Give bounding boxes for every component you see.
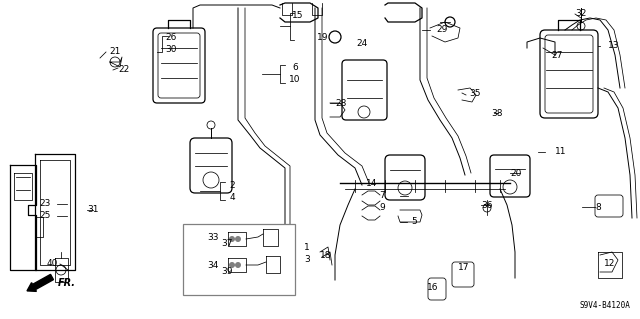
Text: 36: 36 [481,201,493,210]
Circle shape [229,236,235,242]
Bar [183,224,295,295]
Text: 32: 32 [575,10,587,19]
Text: 16: 16 [428,284,439,293]
Text: 35: 35 [469,88,481,98]
Text: 12: 12 [604,258,616,268]
Circle shape [235,262,241,268]
Text: 28: 28 [335,99,347,108]
Text: 21: 21 [109,48,121,56]
Text: FR.: FR. [58,278,76,288]
Text: 24: 24 [356,40,367,48]
Text: 31: 31 [87,205,99,214]
Text: 37: 37 [221,240,233,249]
Text: 20: 20 [510,168,522,177]
Text: 11: 11 [556,147,567,157]
Text: 29: 29 [436,26,448,34]
Text: 23: 23 [39,199,51,209]
Text: 1: 1 [304,243,310,253]
Text: 25: 25 [39,211,51,220]
Text: 9: 9 [379,204,385,212]
Text: 17: 17 [458,263,470,272]
Text: 3: 3 [304,256,310,264]
Text: 15: 15 [292,11,304,19]
Text: 30: 30 [165,46,177,55]
Text: 18: 18 [320,251,332,261]
Text: 4: 4 [229,192,235,202]
Text: 26: 26 [165,33,177,42]
Text: 14: 14 [366,179,378,188]
Text: 33: 33 [207,234,219,242]
Text: 38: 38 [492,108,503,117]
Text: 7: 7 [379,191,385,201]
FancyArrow shape [27,274,54,291]
Text: S9V4-B4120A: S9V4-B4120A [579,301,630,310]
Text: 40: 40 [46,259,58,269]
Circle shape [229,262,235,268]
Text: 39: 39 [221,268,233,277]
Text: 6: 6 [292,63,298,72]
Text: 5: 5 [411,218,417,226]
Text: 10: 10 [289,76,301,85]
Text: 22: 22 [118,65,130,75]
Text: 2: 2 [229,181,235,189]
Text: 19: 19 [317,33,329,41]
Text: 8: 8 [595,203,601,211]
Text: 13: 13 [608,41,620,50]
Text: 27: 27 [551,50,563,60]
Text: 34: 34 [207,261,219,270]
Circle shape [235,236,241,242]
